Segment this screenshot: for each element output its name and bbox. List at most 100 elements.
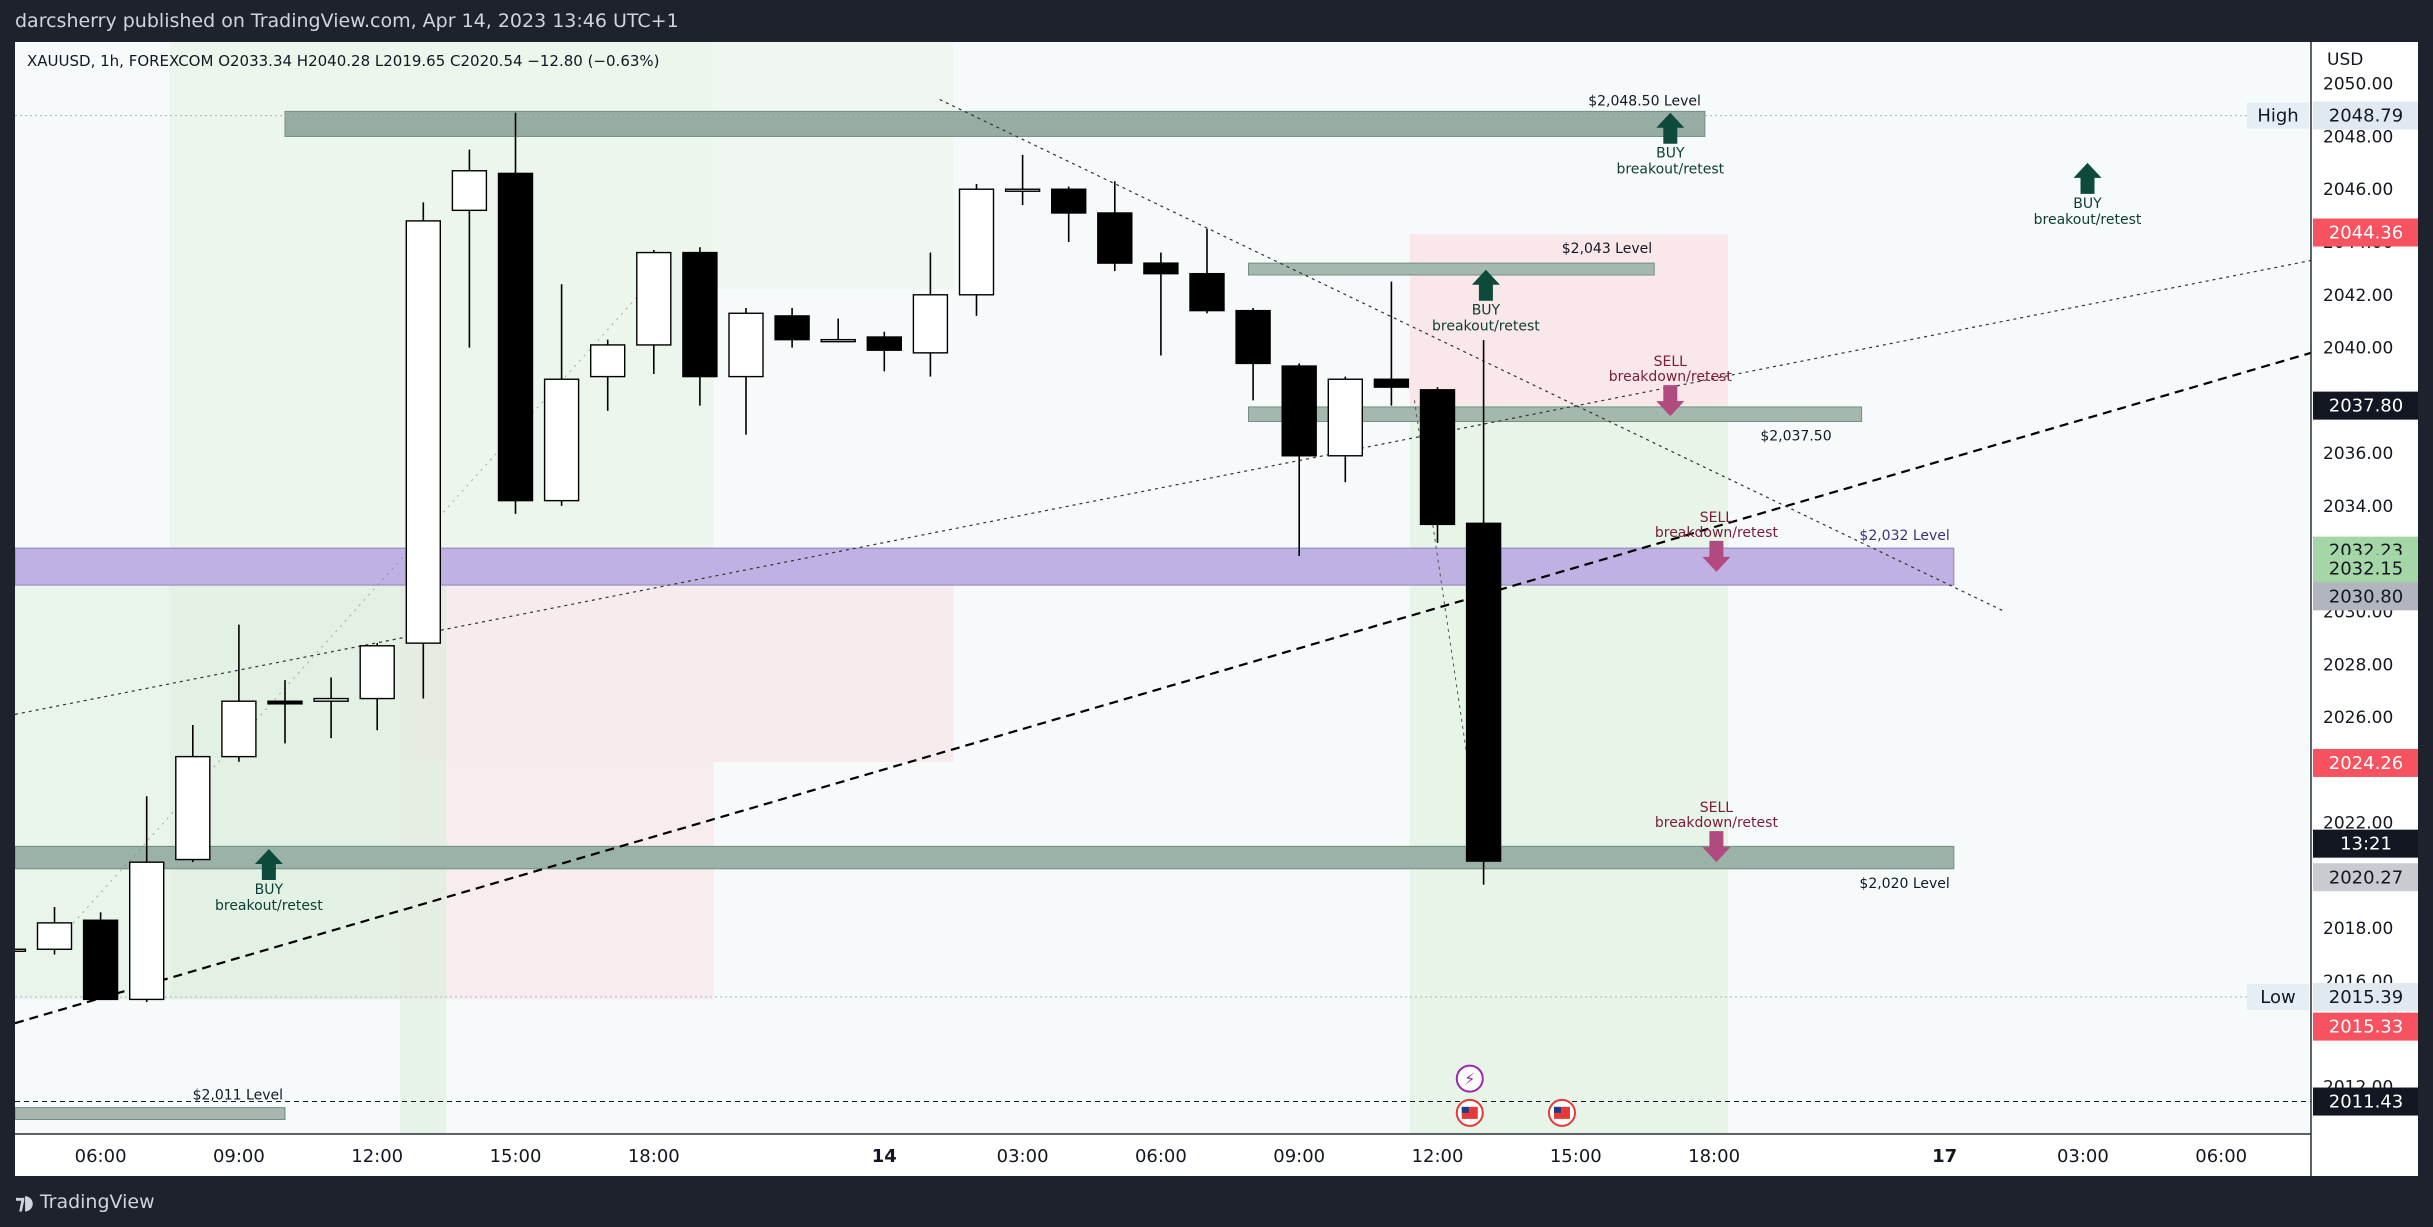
candle-body-up [1004,188,1041,192]
price-tag-bg [2313,101,2418,130]
candle[interactable] [175,724,211,863]
candle[interactable] [1050,186,1087,243]
price-tag-text: 2015.39 [2329,987,2403,1008]
chart-area[interactable]: $2,048.50 Level $2,043 Level $2,037.50 $2,0… [15,42,2418,1176]
candle-body-down [1281,365,1317,457]
buy-arrow-icon [1656,112,1685,144]
candle[interactable] [1373,281,1410,406]
candle[interactable] [36,907,73,955]
level-band-2043 [1247,262,1655,276]
brand-name: TradingView [39,1191,155,1213]
candle[interactable] [1465,340,1502,885]
level-label-2037: $2,037.50 [1760,428,1831,444]
candle[interactable] [82,912,119,1001]
us-flag-icon[interactable] [1547,1098,1576,1127]
candle-body-down [1465,522,1502,862]
candle[interactable] [1004,154,1041,206]
shade-short-target [1409,405,1728,1134]
candle[interactable] [128,796,165,1003]
us-flag-icon[interactable] [1455,1098,1484,1127]
price-tag-text: 13:21 [2340,834,2392,855]
candle[interactable] [866,331,902,372]
candle-body-down [1189,272,1225,312]
candle-body-down [497,172,534,502]
time-tick-label: 06:00 [2195,1146,2247,1167]
price-tag-bg [2313,391,2418,420]
candle[interactable] [221,624,257,762]
price-tag: 2015.39 Low [2247,983,2418,1012]
signal-label: BUY [1656,146,1685,162]
signal-label: BUY [1472,303,1501,319]
signal-sublabel: breakout/retest [1616,162,1724,178]
candle[interactable] [543,284,580,506]
candle[interactable] [1235,307,1271,401]
level-band-2020 [15,845,1955,870]
candle-body-down [1097,212,1133,264]
candle[interactable] [728,307,764,435]
time-tick-label: 06:00 [75,1146,127,1167]
candle[interactable] [405,202,441,699]
price-tag-bg [2313,1012,2418,1041]
price-tick-label: 2042.00 [2323,286,2393,306]
candle[interactable] [1143,252,1179,356]
candle[interactable] [1419,387,1456,543]
candle-body-up [820,338,856,343]
candle[interactable] [313,677,349,739]
signal-label: SELL [1654,354,1688,370]
price-tag-bg [2313,748,2418,777]
level-band-2037 [1247,406,1863,422]
time-tick-label: 03:00 [2057,1146,2109,1167]
footer: ⁊◗ TradingView [0,1176,2433,1227]
price-tick-label: 2026.00 [2323,708,2393,728]
candle-body-down [866,336,902,351]
level-label-2043: $2,043 Level [1562,241,1652,257]
time-tick-label: 12:00 [351,1146,403,1167]
time-tick-label: 03:00 [997,1146,1049,1167]
candle[interactable] [912,252,949,377]
candle[interactable] [1281,363,1317,557]
candle[interactable] [451,149,488,348]
price-tag: 2015.33 [2313,1012,2418,1041]
signal-label: BUY [255,882,284,898]
candle[interactable] [497,112,534,514]
time-tick-label: 09:00 [213,1146,265,1167]
candle-body-down [1235,309,1271,365]
lightning-icon[interactable]: ⚡ [1455,1064,1484,1093]
price-tick-label: 2040.00 [2323,339,2393,359]
signal-sublabel: breakdown/retest [1655,815,1779,831]
level-label-2048: $2,048.50 Level [1588,93,1701,109]
candle[interactable] [590,339,626,411]
side-label-text: High [2257,106,2298,127]
price-tag-bg [2313,1087,2418,1116]
price-tag-bg [2313,983,2418,1012]
candle[interactable] [15,939,27,957]
price-tick-label: 2034.00 [2323,497,2393,517]
candle[interactable] [682,247,718,406]
signal-sublabel: breakout/retest [2034,212,2142,228]
currency-label: USD [2327,50,2363,70]
price-tick-label: 2046.00 [2323,180,2393,200]
candle[interactable] [1189,228,1225,314]
level-label-2011: $2,011 Level [193,1088,283,1104]
candle[interactable] [1327,376,1364,483]
price-tick-label: 2022.00 [2323,814,2393,834]
candle[interactable] [1097,181,1133,272]
price-tick-label: 2048.00 [2323,127,2393,147]
signal-sublabel: breakdown/retest [1655,525,1779,541]
candle-body-down [1050,188,1087,214]
publish-info: darcsherry published on TradingView.com,… [15,10,679,32]
candle-body-down [774,315,810,341]
candle[interactable] [774,307,810,348]
time-tick-label: 15:00 [1550,1146,1602,1167]
price-chart[interactable]: $2,048.50 Level $2,043 Level $2,037.50 $2,0… [15,42,2418,1176]
candle[interactable] [636,249,672,374]
level-band-2011 [15,1107,286,1120]
tradingview-brand[interactable]: ⁊◗ TradingView [15,1190,155,1214]
candle[interactable] [267,680,303,744]
candle-body-down [267,700,303,705]
candle[interactable] [359,643,395,731]
candle[interactable] [820,318,856,343]
price-tag-text: 2011.43 [2329,1092,2403,1113]
side-label-bg [2247,102,2309,129]
candle[interactable] [958,183,995,316]
